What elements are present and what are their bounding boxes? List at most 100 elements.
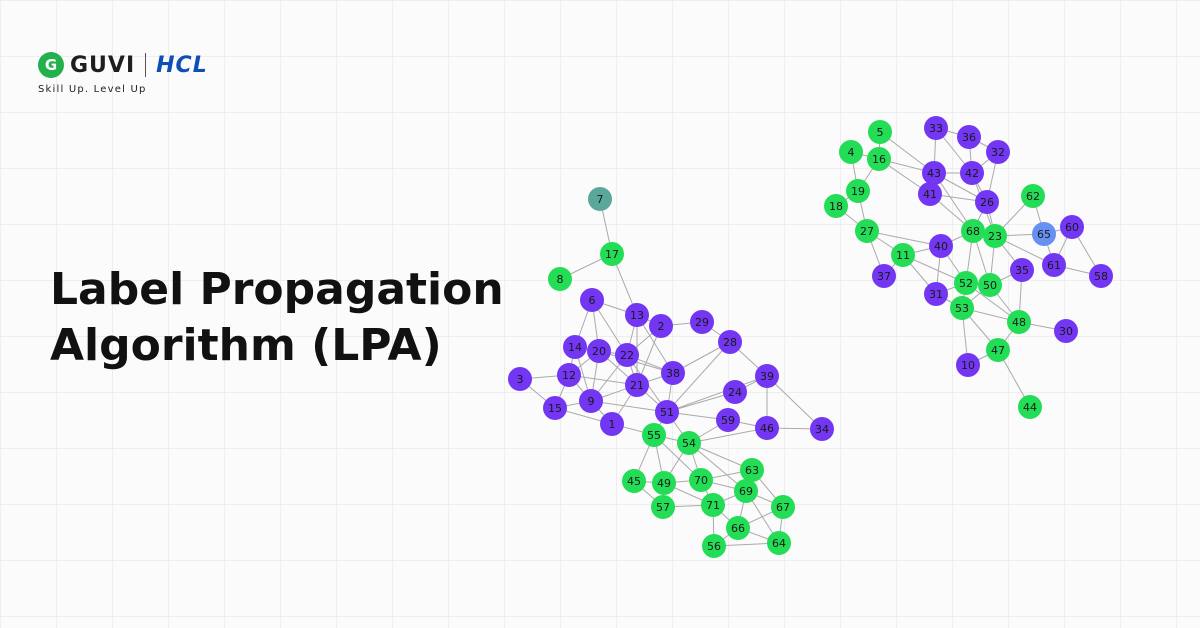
node-43: 43 [922,161,946,185]
title-line-2: Algorithm (LPA) [50,320,442,371]
node-label: 17 [605,248,619,261]
edge-46-54 [688,427,768,444]
node-56: 56 [702,534,726,558]
node-circle [642,423,666,447]
node-label: 3 [517,373,524,386]
node-circle [1010,258,1034,282]
node-label: 70 [694,474,708,487]
node-17: 17 [600,242,624,266]
node-58: 58 [1089,264,1113,288]
node-label: 34 [815,423,829,436]
node-28: 28 [718,330,742,354]
node-circle [983,224,1007,248]
node-circle [975,190,999,214]
node-circle [563,335,587,359]
node-71: 71 [701,493,725,517]
node-label: 47 [991,344,1005,357]
node-label: 56 [707,540,721,553]
node-69: 69 [734,479,758,503]
node-circle [508,367,532,391]
node-label: 14 [568,341,582,354]
node-70: 70 [689,468,713,492]
node-circle [723,380,747,404]
node-label: 39 [760,370,774,383]
node-label: 58 [1094,270,1108,283]
node-label: 12 [562,369,576,382]
node-15: 15 [543,396,567,420]
node-label: 61 [1047,259,1061,272]
node-65: 65 [1032,222,1056,246]
node-label: 41 [923,188,937,201]
node-circle [755,364,779,388]
node-39: 39 [755,364,779,388]
edge-27-40 [866,230,942,247]
node-label: 69 [739,485,753,498]
node-label: 31 [929,288,943,301]
node-11: 11 [891,243,915,267]
node-21: 21 [625,373,649,397]
node-48: 48 [1007,310,1031,334]
node-circle [957,125,981,149]
node-label: 24 [728,386,742,399]
node-label: 68 [966,225,980,238]
node-61: 61 [1042,253,1066,277]
node-33: 33 [924,116,948,140]
guvi-logo-icon: G [38,52,64,78]
node-circle [961,219,985,243]
node-label: 22 [620,349,634,362]
node-circle [924,116,948,140]
node-label: 43 [927,167,941,180]
node-circle [716,408,740,432]
node-circle [767,531,791,555]
edge-28-51 [666,341,731,413]
node-circle [579,389,603,413]
node-label: 66 [731,522,745,535]
brand-tagline: Skill Up. Level Up [38,84,147,95]
node-label: 15 [548,402,562,415]
node-30: 30 [1054,319,1078,343]
node-label: 52 [959,277,973,290]
node-label: 9 [588,395,595,408]
node-55: 55 [642,423,666,447]
node-circle [1089,264,1113,288]
page-title: Label Propagation Algorithm (LPA) [50,262,504,374]
node-circle [1054,319,1078,343]
node-label: 40 [934,240,948,253]
node-circle [726,516,750,540]
node-42: 42 [960,161,984,185]
node-circle [1021,184,1045,208]
node-26: 26 [975,190,999,214]
node-circle [929,234,953,258]
node-66: 66 [726,516,750,540]
node-label: 21 [630,379,644,392]
node-53: 53 [950,296,974,320]
node-label: 38 [666,367,680,380]
edge-9-51 [590,400,668,413]
node-50: 50 [978,273,1002,297]
node-circle [652,471,676,495]
node-label: 1 [609,418,616,431]
node-8: 8 [548,267,572,291]
node-41: 41 [918,182,942,206]
node-label: 6 [589,294,596,307]
node-circle [872,264,896,288]
node-label: 13 [630,309,644,322]
node-3: 3 [508,367,532,391]
node-label: 20 [592,345,606,358]
node-circle [600,412,624,436]
node-52: 52 [954,271,978,295]
node-label: 42 [965,167,979,180]
node-circle [924,282,948,306]
node-label: 60 [1065,221,1079,234]
node-label: 67 [776,501,790,514]
node-label: 23 [988,230,1002,243]
node-circle [824,194,848,218]
node-label: 18 [829,200,843,213]
node-27: 27 [855,219,879,243]
node-circle [548,267,572,291]
node-label: 35 [1015,264,1029,277]
node-circle [622,469,646,493]
node-circle [734,479,758,503]
